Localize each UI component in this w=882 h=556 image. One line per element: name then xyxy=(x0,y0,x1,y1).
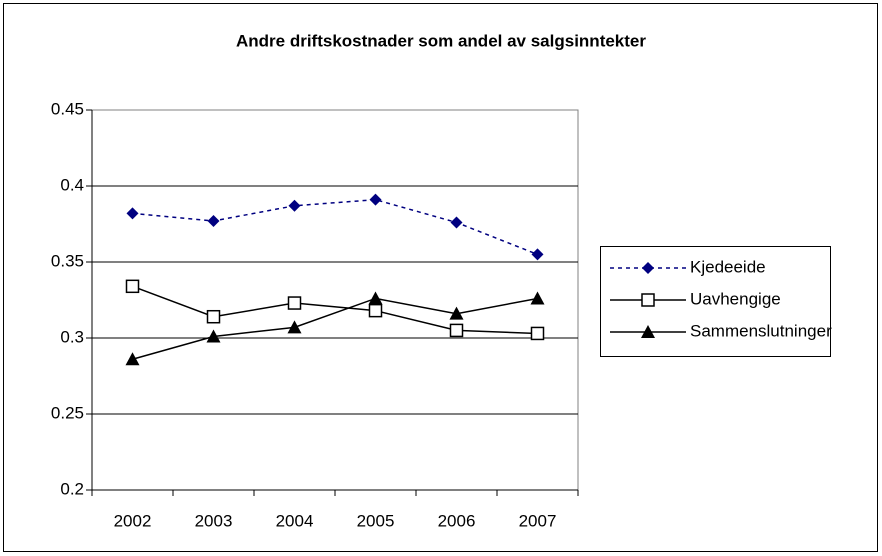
marker xyxy=(125,279,140,294)
y-tick-label: 0.2 xyxy=(60,479,84,498)
marker xyxy=(287,320,302,334)
marker xyxy=(125,352,140,366)
y-tick-label: 0.3 xyxy=(60,327,84,346)
marker xyxy=(368,303,383,318)
x-tick-label: 2004 xyxy=(276,511,314,530)
legend-label: Uavhengige xyxy=(690,289,781,308)
series-line xyxy=(132,285,538,335)
marker xyxy=(641,293,655,307)
marker xyxy=(449,323,464,338)
marker xyxy=(642,262,654,274)
series-line xyxy=(132,198,538,256)
marker xyxy=(530,326,545,341)
legend-label: Kjedeeide xyxy=(690,257,766,276)
marker xyxy=(206,329,221,343)
x-tick-label: 2003 xyxy=(195,511,233,530)
series-line xyxy=(132,297,538,361)
plot-area xyxy=(91,109,579,491)
legend xyxy=(600,246,831,357)
y-tick-label: 0.4 xyxy=(60,175,84,194)
marker xyxy=(288,199,301,212)
marker xyxy=(206,309,221,324)
y-tick-label: 0.45 xyxy=(51,99,84,118)
y-tick-label: 0.25 xyxy=(51,403,84,422)
legend-label: Sammenslutninger xyxy=(690,321,832,340)
x-tick-label: 2007 xyxy=(519,511,557,530)
marker xyxy=(287,296,302,310)
marker xyxy=(641,325,655,338)
y-tick-label: 0.35 xyxy=(51,251,84,270)
marker xyxy=(449,306,464,320)
x-tick-label: 2006 xyxy=(438,511,476,530)
marker xyxy=(530,291,545,305)
chart-title: Andre driftskostnader som andel av salgs… xyxy=(236,31,646,50)
marker xyxy=(369,193,382,206)
marker xyxy=(368,291,383,305)
x-tick-label: 2005 xyxy=(357,511,395,530)
marker xyxy=(207,214,220,227)
marker xyxy=(531,248,544,261)
x-tick-label: 2002 xyxy=(114,511,152,530)
marker xyxy=(450,216,463,229)
marker xyxy=(126,207,139,220)
